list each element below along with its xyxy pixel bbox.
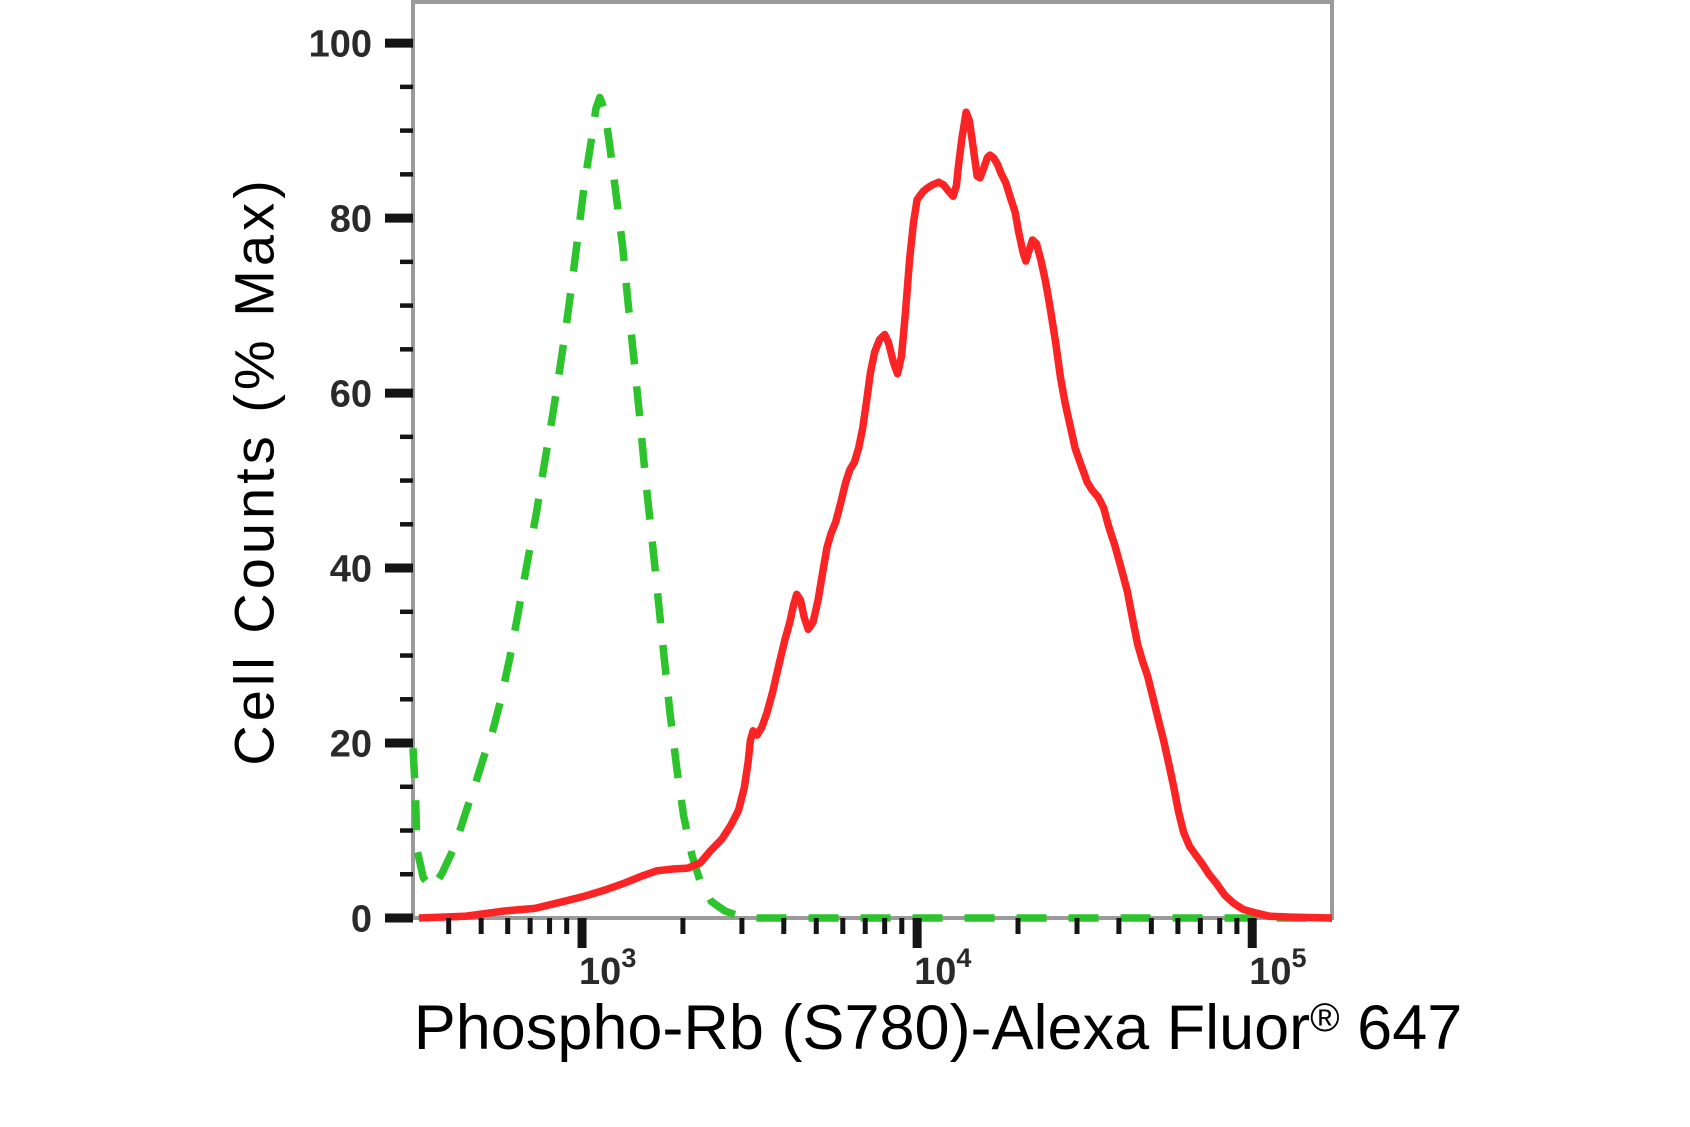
y-tick-label: 100 [309,23,372,65]
y-tick-label: 60 [330,373,372,415]
y-axis-title: Cell Counts (% Max) [222,176,286,766]
registered-trademark-symbol: ® [1310,996,1340,1040]
plot-frame [411,0,1334,920]
x-axis-ticks: 103 104 105 [446,918,1307,993]
x-axis-title: Phospho-Rb (S780)-Alexa Fluor® 647 [414,992,1463,1064]
y-tick-label: 20 [330,723,372,765]
y-tick-label: 40 [330,548,372,590]
y-axis-ticks: 0 20 40 60 80 100 [309,23,413,940]
series-curves [409,93,1333,922]
x-tick-label: 105 [1249,943,1306,993]
x-tick-label: 103 [579,943,636,993]
x-axis-title-tail: 647 [1339,993,1463,1063]
y-tick-label: 0 [351,898,372,940]
x-tick-label: 104 [914,943,971,993]
green-dashed-histogram-curve [409,93,1332,922]
red-solid-histogram-curve [418,108,1333,922]
x-axis-title-main: Phospho-Rb (S780)-Alexa Fluor [413,993,1311,1063]
y-tick-label: 80 [330,198,372,240]
